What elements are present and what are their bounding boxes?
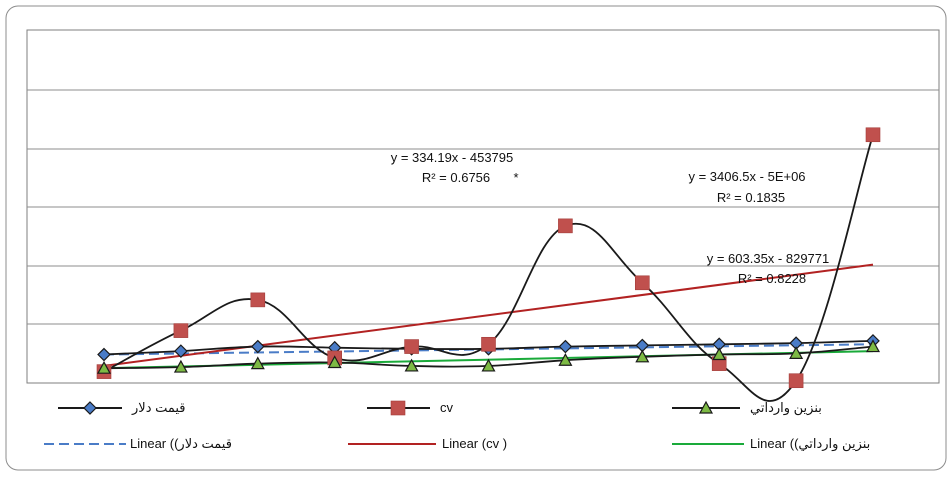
equation-2-formula: y = 3406.5x - 5E+06 xyxy=(688,169,805,184)
equation-1-formula: y = 334.19x - 453795 xyxy=(391,150,514,165)
legend-label-4: Linear ((قيمت دلار xyxy=(130,436,232,452)
equation-1-note: * xyxy=(513,170,518,185)
series-2-point-8 xyxy=(634,275,650,291)
series-1-point-7 xyxy=(558,339,573,354)
legend-label-6: Linear ((بنزين وارداتي xyxy=(750,436,870,452)
series-3-point-7 xyxy=(558,352,573,366)
series-3-point-3 xyxy=(250,356,265,370)
trendline-2 xyxy=(103,263,874,367)
series-3-point-11 xyxy=(865,339,881,353)
series-markers xyxy=(96,127,881,389)
series-3-point-4 xyxy=(327,355,342,369)
series-3-point-9 xyxy=(712,347,727,361)
legend-label-5: Linear (cv ) xyxy=(442,436,507,451)
series-3-point-5 xyxy=(404,358,419,372)
legend-marker-2 xyxy=(390,400,406,416)
series-1-point-3 xyxy=(250,339,265,354)
series-2-point-10 xyxy=(788,373,804,389)
series-2-point-6 xyxy=(481,336,496,352)
series-2-point-5 xyxy=(404,339,419,354)
legend-marker-1 xyxy=(83,401,97,415)
equation-3-r-squared: R² = 0.8228 xyxy=(738,271,806,286)
legend-label-2: cv xyxy=(440,400,454,415)
legend-label-1: قيمت دلار xyxy=(131,400,186,416)
series-3-point-10 xyxy=(789,346,804,359)
legend-marker-3 xyxy=(698,400,714,414)
legend-label-3: بنزين وارداتي xyxy=(750,400,822,416)
equation-1-r-squared: R² = 0.6756 xyxy=(422,170,490,185)
series-3-point-2 xyxy=(173,359,188,373)
equation-3-formula: y = 603.35x - 829771 xyxy=(707,251,830,266)
trendline-equations: y = 334.19x - 453795 R² = 0.6756 * y = 3406… xyxy=(391,150,830,286)
series-3-point-8 xyxy=(635,349,650,363)
series-2-point-11 xyxy=(865,127,881,143)
equation-2-r-squared: R² = 0.1835 xyxy=(717,190,785,205)
series-2-point-7 xyxy=(558,218,573,234)
series-2-point-2 xyxy=(173,323,189,338)
series-3-point-6 xyxy=(481,358,496,372)
series-1-point-2 xyxy=(174,344,188,358)
series-2-point-3 xyxy=(250,292,266,308)
series-1-point-1 xyxy=(97,347,111,362)
legend: قيمت دلار cv بنزين وارداتي Linear ((قيمت دل… xyxy=(44,400,870,452)
series-3-point-1 xyxy=(96,360,112,374)
